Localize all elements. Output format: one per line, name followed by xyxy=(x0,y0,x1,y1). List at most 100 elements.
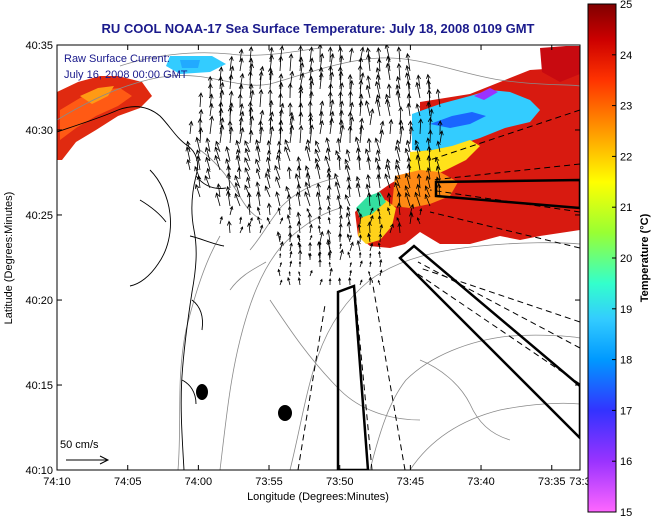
current-vector xyxy=(387,207,391,216)
current-vector xyxy=(369,207,374,216)
y-axis-ticks: 40:10 40:15 40:20 40:25 40:30 40:35 xyxy=(25,40,580,477)
current-vector xyxy=(336,194,341,207)
current-vector xyxy=(209,115,214,135)
current-vector xyxy=(336,154,342,171)
current-vector xyxy=(208,82,213,99)
current-vector xyxy=(408,211,414,225)
current-vector xyxy=(327,91,333,108)
current-vector xyxy=(239,103,244,117)
current-vector xyxy=(386,83,392,99)
current-vector xyxy=(289,124,295,144)
current-vector xyxy=(267,88,273,108)
current-vector xyxy=(358,213,363,225)
current-vector xyxy=(344,194,351,207)
current-vector xyxy=(279,279,283,286)
current-vector xyxy=(424,193,431,207)
current-vector xyxy=(357,64,363,81)
colorbar-tick-label: 19 xyxy=(620,304,632,316)
current-vector xyxy=(248,106,254,126)
current-vector xyxy=(204,175,211,189)
coastline xyxy=(57,106,227,470)
current-vector xyxy=(298,271,301,277)
current-vector xyxy=(308,241,312,252)
current-vector xyxy=(374,137,381,153)
bathymetry-contours xyxy=(57,47,580,470)
current-vector xyxy=(258,70,264,90)
current-vector xyxy=(338,119,344,135)
colorbar-tick-label: 20 xyxy=(620,253,632,265)
colorbar-tick-label: 22 xyxy=(620,151,632,163)
current-vector xyxy=(266,202,272,216)
current-vector xyxy=(338,214,343,225)
current-vector xyxy=(319,278,323,286)
lane-southeast xyxy=(398,244,580,440)
current-vector xyxy=(404,191,411,207)
current-vector xyxy=(229,205,234,216)
y-tick-label: 40:25 xyxy=(25,210,53,222)
current-vector xyxy=(435,165,441,180)
current-vector xyxy=(275,191,281,207)
current-vector xyxy=(405,52,411,72)
current-vector xyxy=(278,92,283,108)
current-vector xyxy=(197,117,203,135)
current-vector xyxy=(309,80,315,99)
current-vector xyxy=(319,119,324,135)
current-vector xyxy=(385,98,391,117)
current-vector xyxy=(234,181,241,198)
current-vector xyxy=(409,203,415,216)
current-vector xyxy=(327,205,331,216)
current-vector xyxy=(317,225,321,234)
current-vector xyxy=(326,195,331,207)
current-vector xyxy=(348,277,352,286)
current-vector xyxy=(309,269,313,277)
current-vector xyxy=(334,181,341,198)
current-vector xyxy=(216,183,222,198)
current-vector xyxy=(235,139,241,153)
current-vector xyxy=(248,129,254,144)
current-annotation-line-1: Raw Surface Current: xyxy=(64,53,170,65)
current-vector xyxy=(304,145,311,162)
current-vector xyxy=(385,163,391,180)
current-vector xyxy=(349,241,354,252)
current-vector xyxy=(297,241,301,250)
current-vector xyxy=(395,90,401,108)
current-vector xyxy=(205,137,211,153)
current-vector xyxy=(356,147,361,162)
current-vector xyxy=(329,110,335,126)
current-vector xyxy=(385,93,391,108)
current-vector xyxy=(299,62,305,81)
current-vector xyxy=(208,93,214,108)
current-vector xyxy=(404,172,411,189)
current-vector xyxy=(416,74,422,90)
current-vector xyxy=(345,212,351,225)
current-vector xyxy=(418,118,423,135)
shipping-lanes xyxy=(336,178,580,470)
current-vector xyxy=(347,73,353,90)
current-vector xyxy=(315,163,321,180)
current-vector xyxy=(327,241,331,250)
current-vector xyxy=(318,72,324,90)
current-vector xyxy=(249,115,255,135)
buoy-east xyxy=(278,405,292,421)
colorbar-tick-label: 17 xyxy=(620,405,632,417)
current-vector xyxy=(276,231,281,243)
x-tick-label: 73:35 xyxy=(538,476,566,488)
current-vector xyxy=(369,252,372,259)
current-vector xyxy=(356,207,361,216)
sst-patch-ne-blue xyxy=(430,112,486,128)
current-vector xyxy=(317,215,322,225)
colorbar-tick-label: 15 xyxy=(620,507,632,518)
current-vector xyxy=(378,233,383,243)
current-vector xyxy=(358,234,362,243)
current-vector xyxy=(346,233,351,243)
current-vector xyxy=(424,185,431,198)
current-vector xyxy=(366,75,371,90)
current-vector xyxy=(385,62,391,81)
current-vector xyxy=(278,126,284,144)
sst-patch-coastal-yellow xyxy=(358,200,396,244)
current-vector xyxy=(368,270,371,277)
current-vector xyxy=(344,164,351,180)
current-vector xyxy=(376,58,382,72)
current-vector xyxy=(289,115,295,135)
